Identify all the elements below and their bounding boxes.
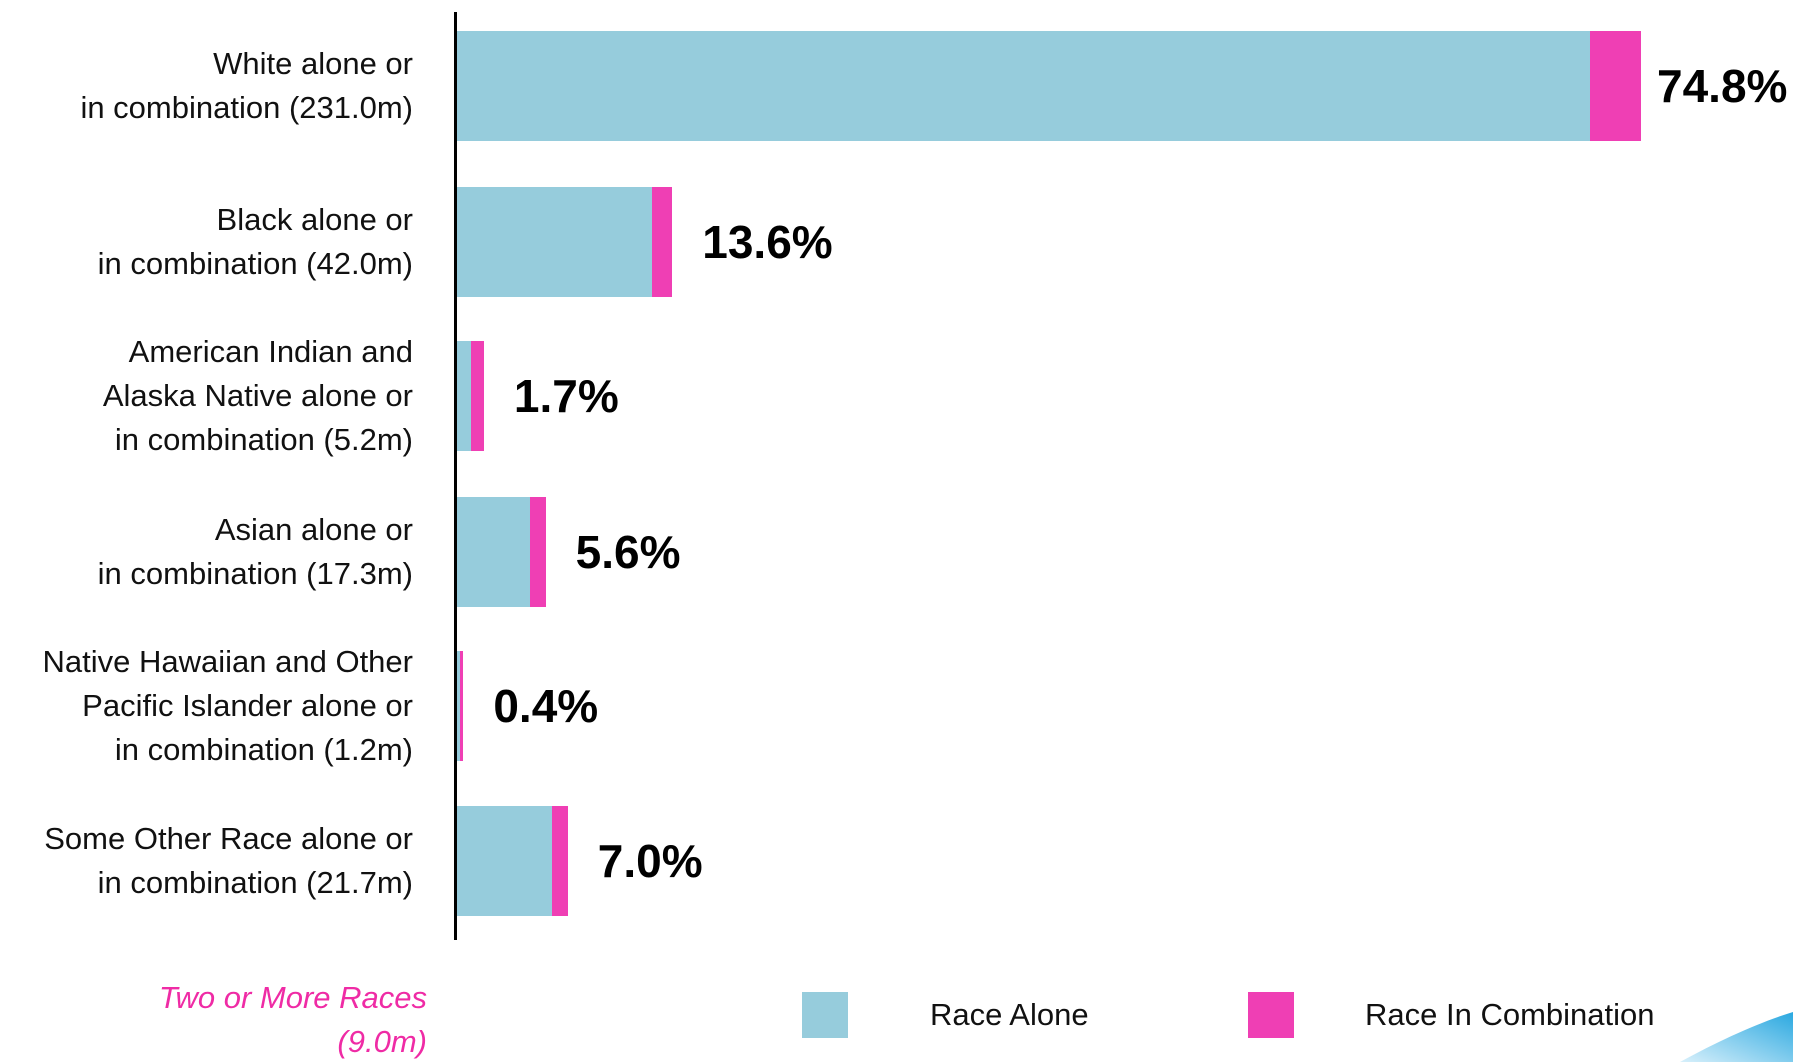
legend-label-race-alone: Race Alone (930, 997, 1089, 1032)
bar-race-alone (457, 806, 552, 916)
bar-race-in-combination (471, 341, 484, 451)
category-label: American Indian and Alaska Native alone … (102, 334, 413, 457)
y-axis-line (454, 12, 457, 940)
data-label: 74.8% (1657, 60, 1788, 112)
legend-label-race-in-combination: Race In Combination (1365, 997, 1655, 1032)
bar-race-in-combination (529, 497, 546, 607)
legend-swatch-race-in-combination (1248, 992, 1294, 1038)
data-label: 0.4% (493, 680, 599, 732)
category-label: Some Other Race alone or in combination … (44, 821, 413, 900)
decorative-swoosh-graphic (1680, 1012, 1793, 1062)
data-label: 7.0% (597, 835, 703, 887)
bar-race-in-combination (460, 651, 464, 761)
category-label: White alone or in combination (231.0m) (80, 46, 413, 125)
bar-race-alone (457, 497, 530, 607)
bar-race-in-combination (651, 187, 673, 297)
category-label: Black alone or in combination (42.0m) (97, 202, 413, 281)
two-or-more-races-note: Two or More Races (9.0m) (158, 980, 427, 1059)
bar-race-in-combination (551, 806, 568, 916)
legend-swatch-race-alone (802, 992, 848, 1038)
bar-race-alone (457, 187, 652, 297)
bar-race-in-combination (1590, 31, 1641, 141)
data-label: 1.7% (513, 370, 619, 422)
bar-race-alone (457, 31, 1591, 141)
category-label: Native Hawaiian and Other Pacific Island… (42, 644, 413, 767)
bar-race-alone (457, 341, 472, 451)
data-label: 13.6% (702, 216, 833, 268)
category-label: Asian alone or in combination (17.3m) (97, 512, 413, 591)
bar-race-alone (457, 651, 461, 761)
data-label: 5.6% (575, 526, 681, 578)
